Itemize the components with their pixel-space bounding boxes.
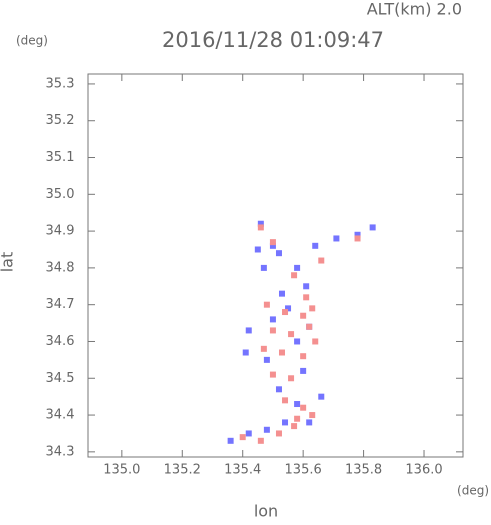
- y-tick-label: 35.2: [46, 113, 75, 128]
- y-axis-label: lat: [0, 252, 17, 273]
- data-point: [282, 419, 289, 426]
- data-point: [300, 312, 307, 319]
- y-tick-label: 34.3: [46, 444, 75, 459]
- data-point: [294, 338, 301, 345]
- y-tick-label: 34.6: [46, 334, 75, 349]
- data-point: [269, 242, 276, 249]
- data-point: [263, 426, 270, 433]
- data-point: [275, 250, 282, 257]
- data-point: [303, 283, 310, 290]
- x-tick-label: 135.8: [345, 463, 382, 478]
- data-point: [260, 264, 267, 271]
- data-point: [303, 294, 310, 301]
- y-tick-label: 34.5: [46, 371, 75, 386]
- data-point: [291, 272, 298, 279]
- data-point: [239, 434, 246, 441]
- data-point: [294, 264, 301, 271]
- data-point: [282, 397, 289, 404]
- data-point: [309, 305, 316, 312]
- data-point: [282, 309, 289, 316]
- x-axis-label: lon: [254, 502, 278, 521]
- data-point: [354, 231, 361, 238]
- data-point: [242, 349, 249, 356]
- data-point: [269, 316, 276, 323]
- data-point: [288, 375, 295, 382]
- y-tick-label: 35.0: [46, 187, 75, 202]
- data-point: [294, 401, 301, 408]
- data-point: [312, 338, 319, 345]
- data-point: [300, 404, 307, 411]
- data-point: [245, 430, 252, 437]
- data-point: [275, 430, 282, 437]
- data-point: [257, 220, 264, 227]
- data-point: [288, 331, 295, 338]
- data-point: [285, 305, 292, 312]
- data-point: [254, 246, 261, 253]
- data-point: [263, 301, 270, 308]
- plot-frame: [87, 73, 464, 458]
- y-unit: (deg): [16, 34, 48, 48]
- data-point: [260, 345, 267, 352]
- data-point: [333, 235, 340, 242]
- data-point: [245, 327, 252, 334]
- data-point: [300, 367, 307, 374]
- data-point: [227, 437, 234, 444]
- data-point: [318, 393, 325, 400]
- data-point: [318, 257, 325, 264]
- data-point: [309, 412, 316, 419]
- x-tick-label: 135.6: [285, 463, 322, 478]
- y-tick-label: 34.7: [46, 297, 75, 312]
- subtitle: ALT(km) 2.0: [367, 0, 462, 19]
- data-point: [369, 224, 376, 231]
- data-point: [294, 415, 301, 422]
- data-point: [257, 437, 264, 444]
- x-tick-label: 135.0: [103, 463, 140, 478]
- data-point: [278, 290, 285, 297]
- x-tick-label: 135.2: [164, 463, 201, 478]
- data-point: [269, 327, 276, 334]
- data-point: [291, 423, 298, 430]
- y-tick-label: 34.8: [46, 260, 75, 275]
- y-tick-label: 35.1: [46, 150, 75, 165]
- x-tick-label: 135.4: [224, 463, 261, 478]
- data-point: [269, 239, 276, 246]
- chart-title: 2016/11/28 01:09:47: [162, 28, 384, 52]
- data-point: [263, 356, 270, 363]
- y-tick-label: 34.4: [46, 408, 75, 423]
- data-point: [278, 349, 285, 356]
- data-point: [257, 224, 264, 231]
- data-point: [300, 353, 307, 360]
- x-tick-label: 136.0: [405, 463, 442, 478]
- data-point: [306, 323, 313, 330]
- y-tick-label: 34.9: [46, 224, 75, 239]
- data-point: [312, 242, 319, 249]
- data-point: [306, 419, 313, 426]
- y-tick-label: 35.3: [46, 76, 75, 91]
- x-unit: (deg): [457, 484, 489, 498]
- data-point: [275, 386, 282, 393]
- data-point: [354, 235, 361, 242]
- data-point: [269, 371, 276, 378]
